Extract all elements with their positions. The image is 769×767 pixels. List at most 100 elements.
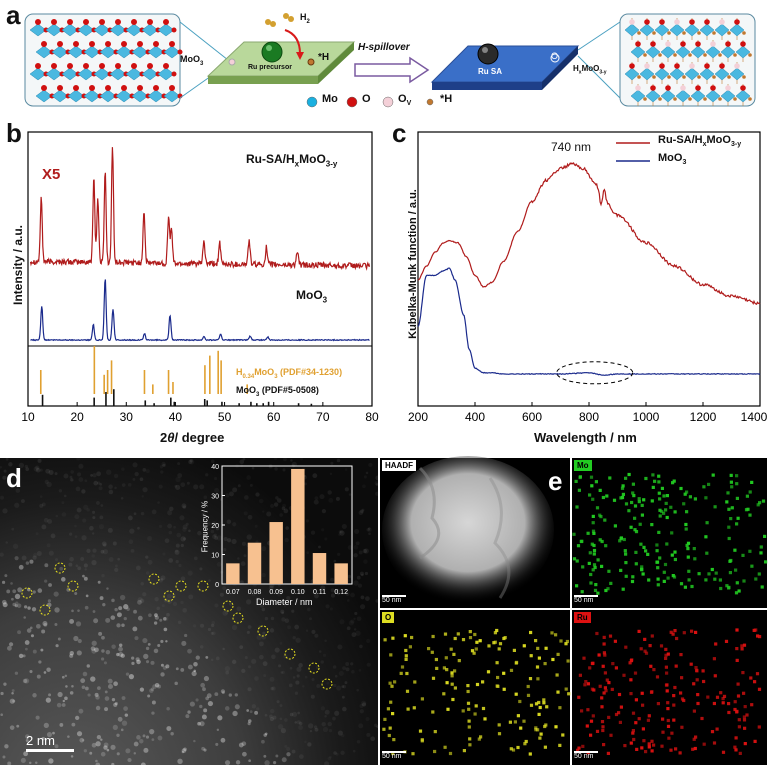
stem-atom xyxy=(191,671,197,677)
stem-atom xyxy=(60,577,66,582)
mo-dot xyxy=(754,577,758,581)
ru-dot xyxy=(647,742,651,746)
o-atom xyxy=(650,85,656,91)
stem-atom xyxy=(160,470,164,474)
stem-atom xyxy=(210,658,214,662)
stem-atom xyxy=(298,725,303,730)
ru-dot xyxy=(679,653,683,657)
stem-atom xyxy=(303,482,308,486)
mo-dot xyxy=(627,509,631,513)
ru-dot xyxy=(617,692,622,697)
stem-atom xyxy=(111,762,115,767)
stem-atom xyxy=(140,582,144,586)
o-dot xyxy=(558,706,562,710)
stem-atom xyxy=(24,605,28,609)
mo-dot xyxy=(733,548,737,552)
h-atom xyxy=(712,75,716,79)
stem-atom xyxy=(98,631,103,636)
stem-atom xyxy=(281,670,285,675)
o-dot xyxy=(431,710,435,714)
o-dot xyxy=(461,709,465,713)
stem-atom xyxy=(305,519,310,523)
stem-atom xyxy=(351,632,357,638)
xrd-xtick-label: 10 xyxy=(21,410,35,424)
o-dot xyxy=(434,657,438,662)
stem-atom xyxy=(294,691,299,695)
stem-atom xyxy=(256,707,260,711)
o-dot xyxy=(537,700,541,705)
mo-octahedron xyxy=(67,45,85,59)
h-atom xyxy=(733,53,737,57)
ru-dot xyxy=(634,698,638,702)
hist-ytick-label: 10 xyxy=(211,553,219,560)
stem-atom xyxy=(313,499,319,505)
stem-atom xyxy=(18,462,25,469)
moo3-left-label: MoO3 xyxy=(180,54,204,67)
stem-atom xyxy=(174,681,178,686)
stem-atom xyxy=(71,722,76,727)
mo-dot xyxy=(690,584,694,589)
ru-dot xyxy=(742,718,747,722)
mo-dot xyxy=(647,578,651,582)
xrd-frame xyxy=(27,131,373,407)
o-map-label: O xyxy=(382,612,395,623)
stem-atom xyxy=(101,635,105,640)
stem-atom xyxy=(237,557,240,560)
stem-atom xyxy=(234,693,238,697)
mo-octahedron xyxy=(624,67,640,81)
stem-atom xyxy=(54,623,58,627)
ru-dot xyxy=(582,656,586,660)
ru-dot xyxy=(735,647,739,651)
panel-c-letter: c xyxy=(392,118,407,148)
o-dot xyxy=(389,653,393,657)
mo-octahedron xyxy=(630,45,646,59)
ru-dot xyxy=(740,647,744,651)
stem-atom xyxy=(225,670,230,675)
o-dot xyxy=(502,687,506,691)
ru-dot xyxy=(602,691,606,695)
stem-atom xyxy=(61,675,65,679)
stem-atom xyxy=(117,557,121,561)
h-atom xyxy=(688,97,692,101)
mo-dot xyxy=(658,514,662,518)
stem-atom xyxy=(4,744,9,749)
hist-xtick-label: 0.12 xyxy=(334,589,348,596)
o-dot xyxy=(475,640,479,644)
stem-atom xyxy=(284,718,288,722)
o-dot xyxy=(448,751,453,756)
mo-dot xyxy=(631,482,635,486)
mo-dot xyxy=(683,585,687,589)
mo-dot xyxy=(591,521,595,525)
hist-xtick-label: 0.10 xyxy=(291,589,305,596)
stem-atom xyxy=(142,592,147,597)
mo-octahedron xyxy=(61,67,79,81)
stem-atom xyxy=(215,742,219,746)
stem-atom xyxy=(132,626,138,632)
stem-atom xyxy=(241,541,247,546)
ru-dot xyxy=(586,708,590,712)
stem-atom xyxy=(269,708,275,714)
ru-dot xyxy=(614,666,618,670)
stem-atom xyxy=(337,730,343,736)
o-atom xyxy=(629,19,635,25)
stem-atom xyxy=(325,604,330,609)
stem-atom xyxy=(14,556,19,561)
mo-dot xyxy=(761,499,766,503)
ru-dot xyxy=(649,690,654,694)
o-dot xyxy=(516,745,520,750)
mo-octahedron xyxy=(699,67,715,81)
stem-atom xyxy=(332,665,337,669)
ru-dot xyxy=(603,686,607,690)
stem-atom xyxy=(45,697,51,703)
stem-atom xyxy=(167,599,172,604)
stem-atom xyxy=(139,477,144,482)
h-spillover-label: H-spillover xyxy=(358,42,410,53)
stem-atom xyxy=(203,675,210,682)
stem-atom xyxy=(295,680,300,685)
stem-atom xyxy=(5,457,9,461)
hxmoo3-crystal-structure xyxy=(624,18,752,106)
stem-atom xyxy=(41,524,47,530)
stem-atom xyxy=(324,714,327,718)
mo-dot xyxy=(665,515,669,520)
stem-atom xyxy=(327,721,332,727)
